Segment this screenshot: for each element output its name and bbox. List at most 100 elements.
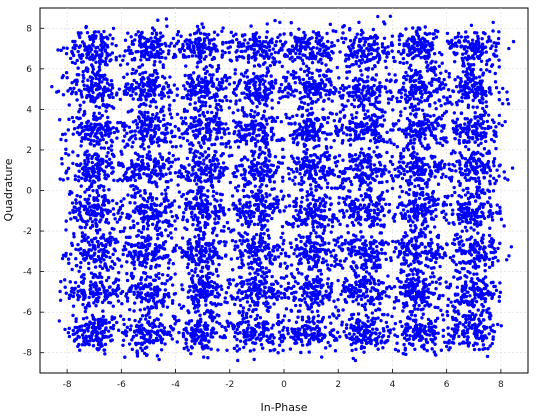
scatter-point [167,95,171,99]
scatter-point [153,124,158,128]
scatter-point [147,298,151,303]
scatter-point [212,93,216,97]
scatter-point [239,251,243,256]
scatter-point [145,236,150,240]
scatter-point [139,296,144,300]
scatter-point [104,159,108,164]
scatter-point [147,89,151,93]
scatter-point [132,165,137,170]
scatter-point [148,275,153,279]
scatter-point [259,342,264,347]
scatter-point [59,48,63,53]
scatter-point [71,332,75,337]
scatter-point [220,324,224,329]
scatter-point [219,229,224,233]
scatter-point [192,119,196,124]
scatter-point [234,50,238,54]
scatter-point [231,295,235,300]
scatter-point [265,54,269,58]
scatter-point [260,97,265,102]
scatter-point [103,352,107,356]
scatter-point [169,236,174,240]
scatter-point [156,50,160,55]
scatter-point [170,116,174,120]
scatter-point [169,209,173,214]
scatter-point [130,161,134,165]
scatter-point [257,240,261,245]
scatter-point [151,213,156,218]
scatter-point [255,269,259,273]
scatter-point [156,75,160,80]
scatter-point [265,122,269,126]
scatter-point [258,315,263,320]
scatter-point [79,121,84,126]
scatter-point [281,147,285,152]
scatter-point [325,282,330,286]
scatter-point [271,47,275,51]
scatter-point [146,338,150,342]
scatter-point [200,279,204,283]
scatter-point [266,164,270,168]
scatter-point [279,82,284,87]
scatter-point [267,252,271,256]
scatter-point [238,339,243,343]
scatter-point [139,291,144,295]
scatter-point [143,188,147,193]
scatter-point [282,325,286,330]
scatter-point [207,275,211,280]
scatter-point [85,55,89,60]
scatter-point [167,261,171,265]
scatter-point [150,140,154,144]
scatter-point [121,252,125,257]
scatter-point [121,229,126,233]
scatter-point [211,310,215,314]
scatter-point [197,203,201,207]
scatter-point [175,87,179,91]
scatter-point [264,192,268,196]
scatter-point [108,291,112,296]
scatter-point [72,86,76,91]
scatter-point [263,141,267,145]
scatter-point [131,209,136,213]
scatter-point [94,258,98,262]
scatter-point [94,298,98,303]
scatter-point [214,267,219,272]
scatter-point [249,314,253,319]
scatter-point [207,117,211,121]
scatter-point [77,53,82,57]
scatter-point [197,156,202,160]
scatter-point [138,331,142,335]
scatter-point [257,133,261,137]
scatter-point [108,33,112,37]
scatter-point [252,286,257,291]
scatter-point [94,60,98,64]
scatter-point [79,176,84,180]
scatter-point [253,119,258,123]
scatter-point [85,253,89,257]
scatter-point [191,80,196,85]
scatter-point [86,197,91,201]
scatter-point [269,52,274,56]
scatter-point [91,114,96,118]
scatter-point [176,39,181,43]
scatter-point [232,129,237,134]
scatter-point [196,298,201,303]
scatter-point [242,316,247,321]
scatter-point [265,228,270,232]
scatter-point [174,214,178,218]
scatter-point [164,195,168,199]
scatter-point [186,93,190,97]
scatter-point [277,343,282,347]
scatter-point [251,43,255,48]
scatter-point [95,207,100,211]
scatter-point [155,317,159,321]
scatter-point [101,74,105,78]
scatter-point [126,110,130,114]
scatter-point [136,30,140,34]
scatter-point [133,195,137,199]
scatter-point [207,215,211,220]
scatter-point [274,43,278,48]
scatter-point [230,194,235,198]
scatter-point [238,215,243,219]
scatter-point [90,220,95,224]
